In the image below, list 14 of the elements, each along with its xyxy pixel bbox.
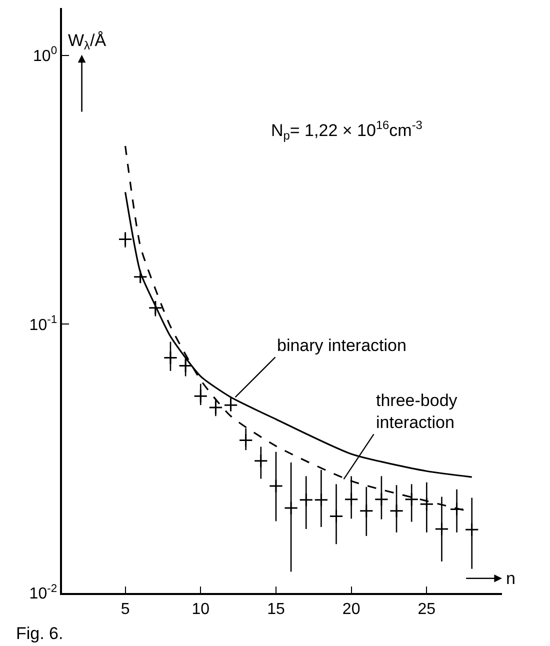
x-tick-label: 5 (120, 600, 130, 618)
x-tick-label: 10 (192, 600, 210, 618)
x-tick-label: 15 (267, 600, 285, 618)
annotation: three-body interaction (376, 391, 458, 432)
annotation: binary interaction (277, 336, 406, 355)
x-tick-label: 25 (418, 600, 436, 618)
x-tick-label: 20 (342, 600, 360, 618)
caption: Fig. 6. (16, 624, 64, 643)
y-tick-label: 10$^{-2}$ (29, 582, 58, 603)
y-tick-label: 10$^{-1}$ (29, 314, 58, 334)
x-axis-title: n (506, 569, 516, 588)
annotation: N$_{p}$= 1,22 × 10$^{16}$cm$^{-3}$ (271, 118, 423, 143)
y-tick-label: 10$^{0}$ (33, 45, 58, 65)
y-axis-title: W$_{λ}$/Å (68, 31, 107, 53)
